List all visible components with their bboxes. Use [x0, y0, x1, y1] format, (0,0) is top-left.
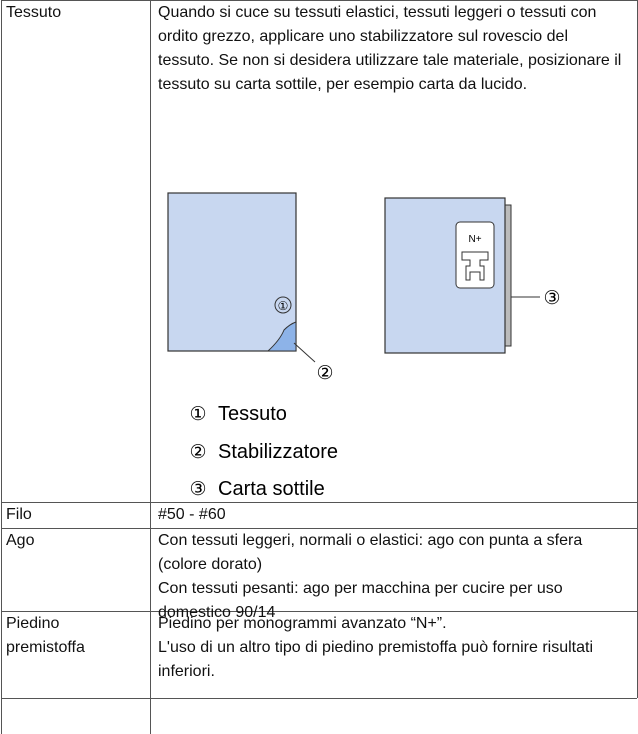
- col-border: [150, 0, 151, 734]
- paragraph: Piedino per monogrammi avanzato “N+”.: [158, 615, 447, 632]
- paragraph: #50 - #60: [158, 506, 226, 523]
- leader-line: [293, 342, 316, 363]
- row-text: #50 - #60: [158, 503, 628, 527]
- callout-circle: [274, 296, 292, 314]
- row-label: Ago: [6, 532, 35, 549]
- row-border: [1, 502, 637, 503]
- row-text: Con tessuti leggeri, normali o elastici:…: [158, 529, 628, 625]
- legend-text: Tessuto: [218, 403, 287, 425]
- fabric: [167, 192, 297, 352]
- legend-text: Stabilizzatore: [218, 441, 338, 463]
- figure: ① ② N+ ③ ① Tessuto ② Stabilizzatore ③ Ca…: [167, 192, 561, 500]
- row-text: Piedino per monogrammi avanzato “N+”. L'u…: [158, 612, 628, 684]
- paragraph: Quando si cuce su tessuti elastici, tess…: [158, 4, 622, 93]
- paragraph: L'uso di un altro tipo di piedino premis…: [158, 639, 594, 680]
- row-label: Filo: [6, 506, 32, 523]
- row-text: Quando si cuce su tessuti elastici, tess…: [158, 1, 628, 97]
- foot-label: N+: [468, 234, 481, 245]
- stabilizer-corner: [266, 321, 297, 352]
- row-border: [1, 611, 637, 612]
- row-border: [1, 0, 637, 1]
- legend-number: ①: [189, 404, 206, 425]
- row-label: Piedino premistoffa: [6, 615, 85, 656]
- callout: ②: [316, 363, 333, 384]
- callout: ③: [543, 288, 560, 309]
- row-label: Tessuto: [6, 4, 62, 21]
- paragraph: Con tessuti pesanti: ago per macchina pe…: [158, 580, 563, 621]
- legend-number: ③: [189, 479, 206, 500]
- row-border: [1, 528, 637, 529]
- legend-text: Carta sottile: [218, 478, 325, 500]
- legend-number: ②: [189, 442, 206, 463]
- callout: ①: [278, 299, 289, 313]
- foot-shape: [461, 251, 489, 281]
- row-border: [1, 698, 637, 699]
- col-border: [1, 0, 2, 734]
- paragraph: Con tessuti leggeri, normali o elastici:…: [158, 532, 583, 573]
